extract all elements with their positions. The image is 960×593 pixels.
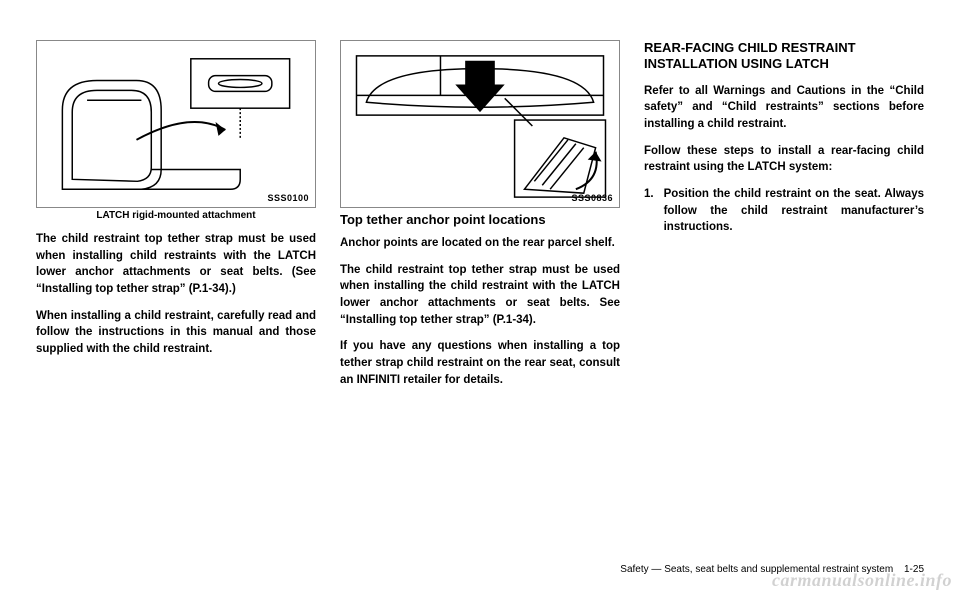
col3-para-2: Follow these steps to install a rear-fac… bbox=[644, 143, 924, 176]
col3-para-1: Refer to all Warnings and Cautions in th… bbox=[644, 83, 924, 133]
col3-heading: REAR-FACING CHILD RESTRAINT INSTALLATION… bbox=[644, 40, 924, 73]
step-text: Position the child restraint on the seat… bbox=[664, 186, 924, 236]
figure-2-illustration: SSS0836 bbox=[340, 40, 620, 208]
col2-para-1: Anchor points are located on the rear pa… bbox=[340, 235, 620, 252]
figure-2-id: SSS0836 bbox=[571, 193, 613, 203]
column-2: SSS0836 Top tether anchor point location… bbox=[340, 40, 620, 573]
col3-step-1: 1. Position the child restraint on the s… bbox=[644, 186, 924, 236]
col1-para-2: When installing a child restraint, caref… bbox=[36, 308, 316, 358]
col2-para-3: If you have any questions when installin… bbox=[340, 338, 620, 388]
column-1: SSS0100 LATCH rigid-mounted attachment T… bbox=[36, 40, 316, 573]
figure-2-wrap: SSS0836 bbox=[340, 40, 620, 208]
parcel-shelf-anchor-icon bbox=[341, 41, 619, 207]
figure-1-id: SSS0100 bbox=[267, 193, 309, 203]
manual-page: SSS0100 LATCH rigid-mounted attachment T… bbox=[0, 0, 960, 593]
step-number: 1. bbox=[644, 186, 654, 236]
col2-subhead: Top tether anchor point locations bbox=[340, 212, 620, 229]
figure-1-caption: LATCH rigid-mounted attachment bbox=[36, 210, 316, 221]
figure-1-wrap: SSS0100 LATCH rigid-mounted attachment bbox=[36, 40, 316, 227]
col1-para-1: The child restraint top tether strap mus… bbox=[36, 231, 316, 298]
col2-para-2: The child restraint top tether strap mus… bbox=[340, 262, 620, 329]
car-seat-latch-icon bbox=[37, 41, 315, 207]
figure-1-illustration: SSS0100 bbox=[36, 40, 316, 208]
column-3: REAR-FACING CHILD RESTRAINT INSTALLATION… bbox=[644, 40, 924, 573]
watermark-text: carmanualsonline.info bbox=[772, 570, 952, 591]
